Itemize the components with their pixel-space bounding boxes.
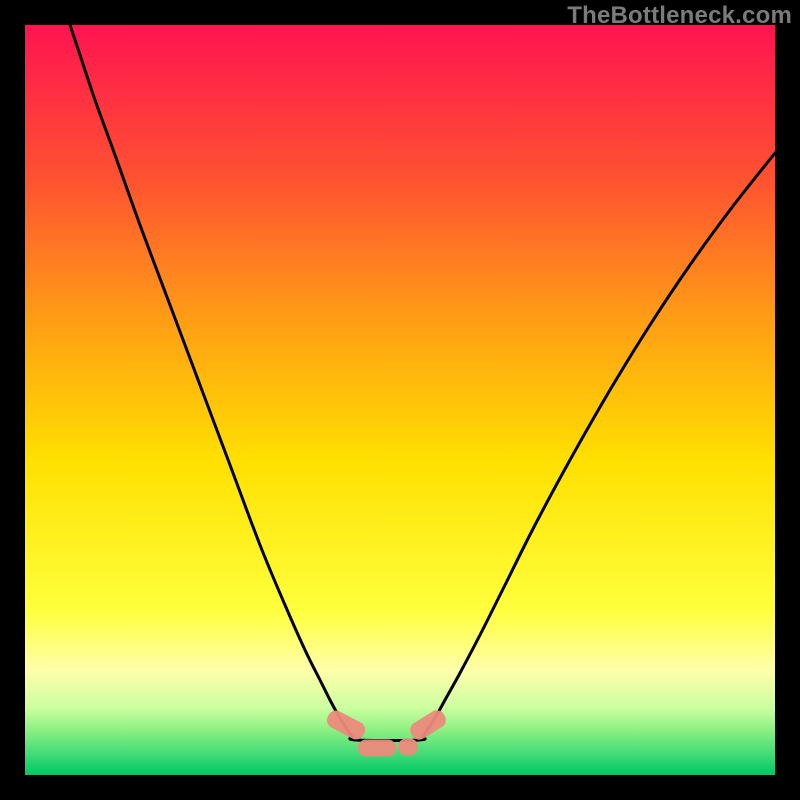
bottleneck-plot (25, 25, 775, 775)
chart-frame: TheBottleneck.com (0, 0, 800, 800)
watermark-text: TheBottleneck.com (567, 2, 792, 30)
marker-pill (398, 739, 418, 756)
gradient-background (25, 25, 775, 775)
marker-pill (358, 740, 396, 757)
